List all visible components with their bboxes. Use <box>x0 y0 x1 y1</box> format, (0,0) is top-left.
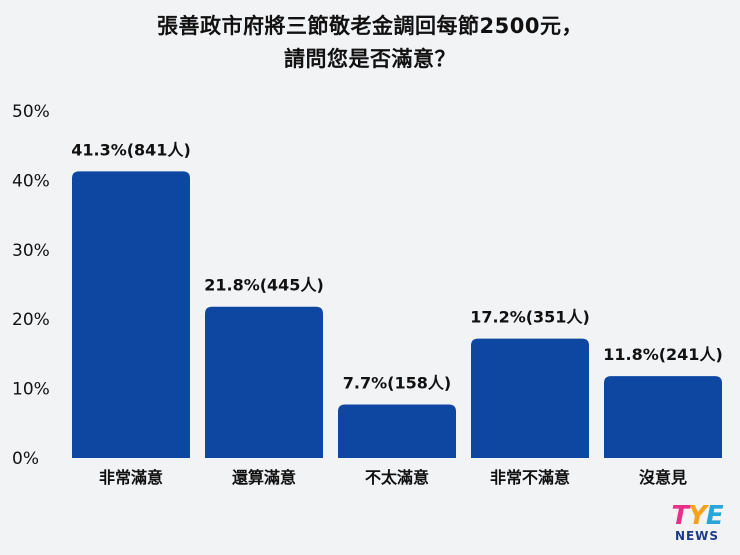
logo-subtitle: NEWS <box>674 529 720 543</box>
y-tick-label: 10% <box>12 380 50 400</box>
x-category-label: 沒意見 <box>639 468 687 487</box>
chart-title-line-2: 請問您是否滿意？ <box>284 47 456 71</box>
bar <box>471 338 589 458</box>
x-category-label: 非常不滿意 <box>490 468 570 487</box>
data-label: 7.7%(158人) <box>343 374 451 393</box>
y-tick-label: 40% <box>12 171 50 191</box>
bar <box>205 306 323 458</box>
x-category-label: 不太滿意 <box>365 468 429 487</box>
data-label: 17.2%(351人) <box>470 308 590 327</box>
y-tick-label: 20% <box>12 310 50 330</box>
tye-news-logo: TYE NEWS <box>666 503 728 547</box>
data-label: 41.3%(841人) <box>71 140 191 159</box>
x-category-label: 還算滿意 <box>232 468 296 487</box>
y-tick-label: 50% <box>12 102 50 122</box>
bar <box>604 376 722 458</box>
logo-mark: TYE <box>671 501 723 531</box>
x-category-label: 非常滿意 <box>99 468 163 487</box>
y-tick-label: 30% <box>12 241 50 261</box>
bar <box>338 404 456 458</box>
y-tick-label: 0% <box>12 449 39 469</box>
data-label: 11.8%(241人) <box>603 345 723 364</box>
data-label: 21.8%(445人) <box>204 276 324 295</box>
chart-title-line-1: 張善政市府將三節敬老金調回每節2500元， <box>157 14 583 38</box>
chart-title: 張善政市府將三節敬老金調回每節2500元， 請問您是否滿意？ <box>0 10 740 76</box>
bar <box>72 171 190 459</box>
